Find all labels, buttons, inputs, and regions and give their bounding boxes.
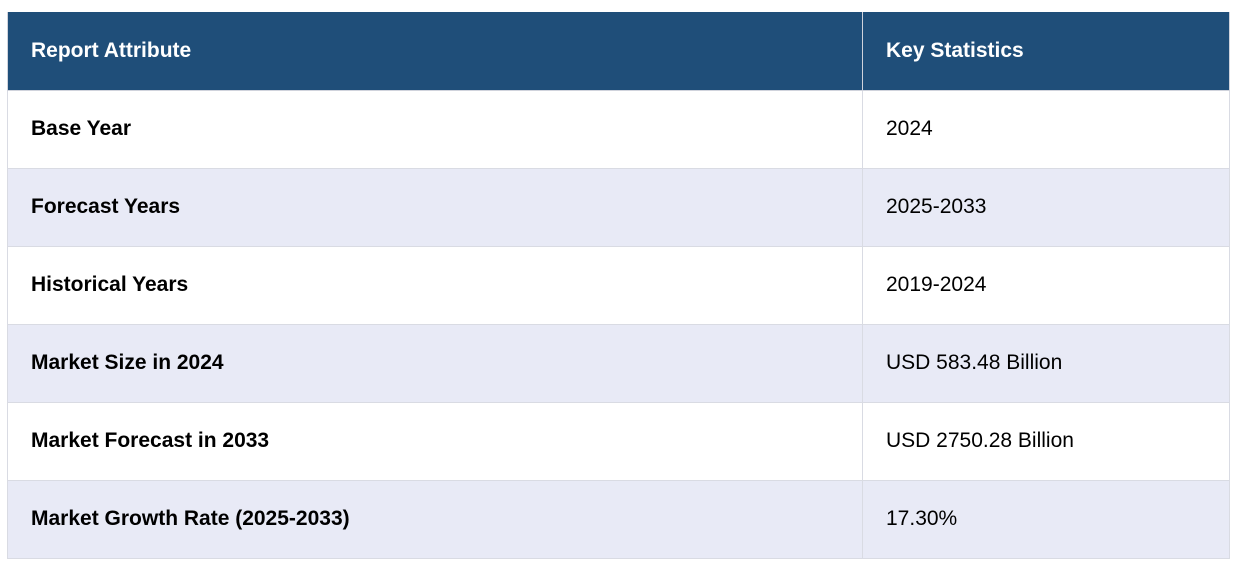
header-report-attribute: Report Attribute <box>7 12 863 91</box>
report-statistics-table: Report Attribute Key Statistics Base Yea… <box>7 12 1230 559</box>
row-attribute: Forecast Years <box>7 167 863 247</box>
row-value: 17.30% <box>862 479 1230 559</box>
table-row: Market Growth Rate (2025-2033) 17.30% <box>7 479 1230 559</box>
row-value: 2019-2024 <box>862 245 1230 325</box>
table-row: Historical Years 2019-2024 <box>7 245 1230 325</box>
table-row: Forecast Years 2025-2033 <box>7 167 1230 247</box>
table-row: Market Forecast in 2033 USD 2750.28 Bill… <box>7 401 1230 481</box>
row-attribute: Market Growth Rate (2025-2033) <box>7 479 863 559</box>
row-attribute: Base Year <box>7 89 863 169</box>
row-value: 2024 <box>862 89 1230 169</box>
row-value: 2025-2033 <box>862 167 1230 247</box>
row-value: USD 583.48 Billion <box>862 323 1230 403</box>
row-attribute: Market Forecast in 2033 <box>7 401 863 481</box>
row-attribute: Historical Years <box>7 245 863 325</box>
table-row: Base Year 2024 <box>7 89 1230 169</box>
table-row: Market Size in 2024 USD 583.48 Billion <box>7 323 1230 403</box>
table-header-row: Report Attribute Key Statistics <box>7 12 1230 91</box>
report-table-container: Report Attribute Key Statistics Base Yea… <box>7 12 1230 559</box>
row-value: USD 2750.28 Billion <box>862 401 1230 481</box>
row-attribute: Market Size in 2024 <box>7 323 863 403</box>
header-key-statistics: Key Statistics <box>862 12 1230 91</box>
